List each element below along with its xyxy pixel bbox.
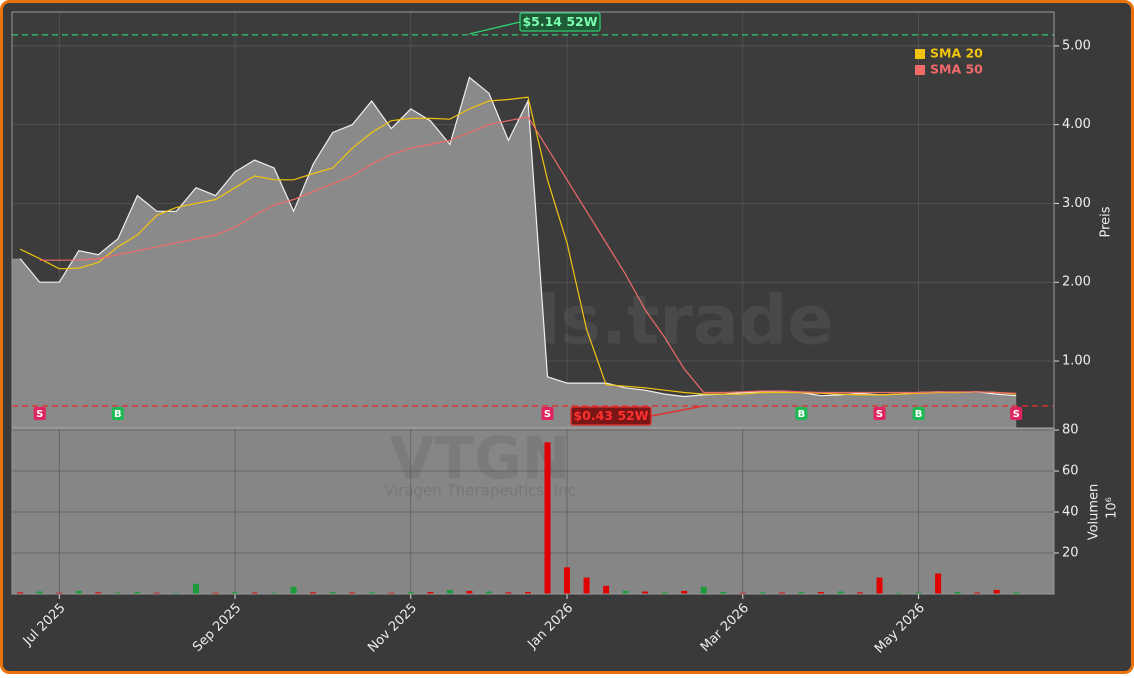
volume-panel xyxy=(12,428,1054,594)
watermark-subtitle: Viragen Therapeutics, Inc xyxy=(384,482,576,500)
volume-bar xyxy=(544,442,551,594)
volume-bar xyxy=(564,567,571,594)
y-tick-label: 20 xyxy=(1062,546,1079,561)
signal-label: S xyxy=(544,409,551,420)
y-tick-label: 80 xyxy=(1062,423,1079,438)
volume-bar xyxy=(388,592,395,594)
signal-marker xyxy=(111,407,124,420)
volume-bar xyxy=(173,592,180,594)
volume-bar xyxy=(505,592,512,594)
volume-bar xyxy=(271,592,278,594)
legend-label: SMA 20 xyxy=(930,46,983,61)
sma-line xyxy=(19,96,1017,396)
volume-bar xyxy=(739,592,746,594)
legend-label: SMA 50 xyxy=(930,62,983,77)
signal-label: S xyxy=(1013,409,1020,420)
signal-marker xyxy=(541,407,554,420)
volume-bar xyxy=(349,592,356,594)
y-tick-label: 60 xyxy=(1062,464,1079,479)
legend-swatch xyxy=(915,49,925,59)
volume-bar xyxy=(466,590,473,594)
signal-label: B xyxy=(114,409,122,420)
volume-bar xyxy=(720,591,727,594)
volume-bar xyxy=(114,592,121,594)
volume-bar xyxy=(427,591,434,594)
volume-bar xyxy=(759,592,766,594)
volume-bar xyxy=(212,592,219,594)
volume-bar xyxy=(1013,592,1020,594)
volume-bar xyxy=(603,585,610,594)
signal-label: B xyxy=(915,409,923,420)
y-axis-label: Volumen xyxy=(1087,484,1102,541)
annotation-box xyxy=(570,406,652,426)
signal-marker xyxy=(795,407,808,420)
y-tick-label: 4.00 xyxy=(1062,117,1091,132)
watermark-title: VTGN xyxy=(390,424,571,492)
volume-bar xyxy=(36,591,43,594)
volume-bar xyxy=(856,592,863,594)
plot-border xyxy=(11,11,1055,595)
volume-bar xyxy=(876,577,883,594)
legend-swatch xyxy=(915,65,925,75)
volume-bar xyxy=(661,592,668,594)
annotation-label: $5.14 52W xyxy=(522,14,597,29)
y-axis-unit: 10⁶ xyxy=(1105,497,1120,519)
volume-bar xyxy=(153,592,160,594)
volume-bar xyxy=(700,586,707,594)
volume-bar xyxy=(681,590,688,594)
volume-bar xyxy=(935,573,942,594)
volume-bar xyxy=(583,577,590,594)
volume-bar xyxy=(446,589,453,594)
volume-bar xyxy=(896,592,903,594)
volume-bar xyxy=(974,592,981,594)
sma-line xyxy=(39,116,1017,394)
volume-bar xyxy=(622,590,629,594)
volume-bar xyxy=(642,591,649,594)
volume-bar xyxy=(368,592,375,594)
y-tick-label: 40 xyxy=(1062,505,1079,520)
volume-bar xyxy=(798,592,805,594)
volume-bar xyxy=(134,591,141,594)
volume-bar xyxy=(56,592,63,594)
volume-bar xyxy=(817,591,824,594)
signal-marker xyxy=(1010,407,1023,420)
volume-bar xyxy=(17,592,24,594)
annotation-arrow xyxy=(469,21,521,35)
volume-bar xyxy=(251,592,258,594)
volume-bar xyxy=(75,590,82,594)
signal-label: S xyxy=(876,409,883,420)
signal-label: S xyxy=(36,409,43,420)
volume-bar xyxy=(915,592,922,594)
y-tick-label: 3.00 xyxy=(1062,196,1091,211)
price-area xyxy=(12,77,1017,429)
volume-bar xyxy=(232,592,239,594)
volume-bar xyxy=(407,592,414,594)
signal-marker xyxy=(33,407,46,420)
volume-bar xyxy=(329,592,336,594)
volume-bar xyxy=(993,589,1000,594)
y-tick-label: 2.00 xyxy=(1062,275,1091,290)
volume-bar xyxy=(778,592,785,594)
y-tick-label: 1.00 xyxy=(1062,354,1091,369)
volume-bar xyxy=(290,586,297,594)
volume-bar xyxy=(310,592,317,594)
y-tick-label: 5.00 xyxy=(1062,38,1091,53)
annotation-label: $0.43 52W xyxy=(573,408,648,423)
annotation-arrow xyxy=(650,405,704,417)
signal-label: B xyxy=(798,409,806,420)
signal-marker xyxy=(912,407,925,420)
signal-marker xyxy=(873,407,886,420)
volume-bar xyxy=(95,592,102,594)
volume-bar xyxy=(954,591,961,594)
volume-bar xyxy=(837,591,844,594)
volume-bar xyxy=(192,583,199,594)
volume-bar xyxy=(485,591,492,594)
annotation-box xyxy=(519,12,601,32)
y-axis-label: Preis xyxy=(1099,206,1114,237)
volume-bar xyxy=(524,591,531,594)
